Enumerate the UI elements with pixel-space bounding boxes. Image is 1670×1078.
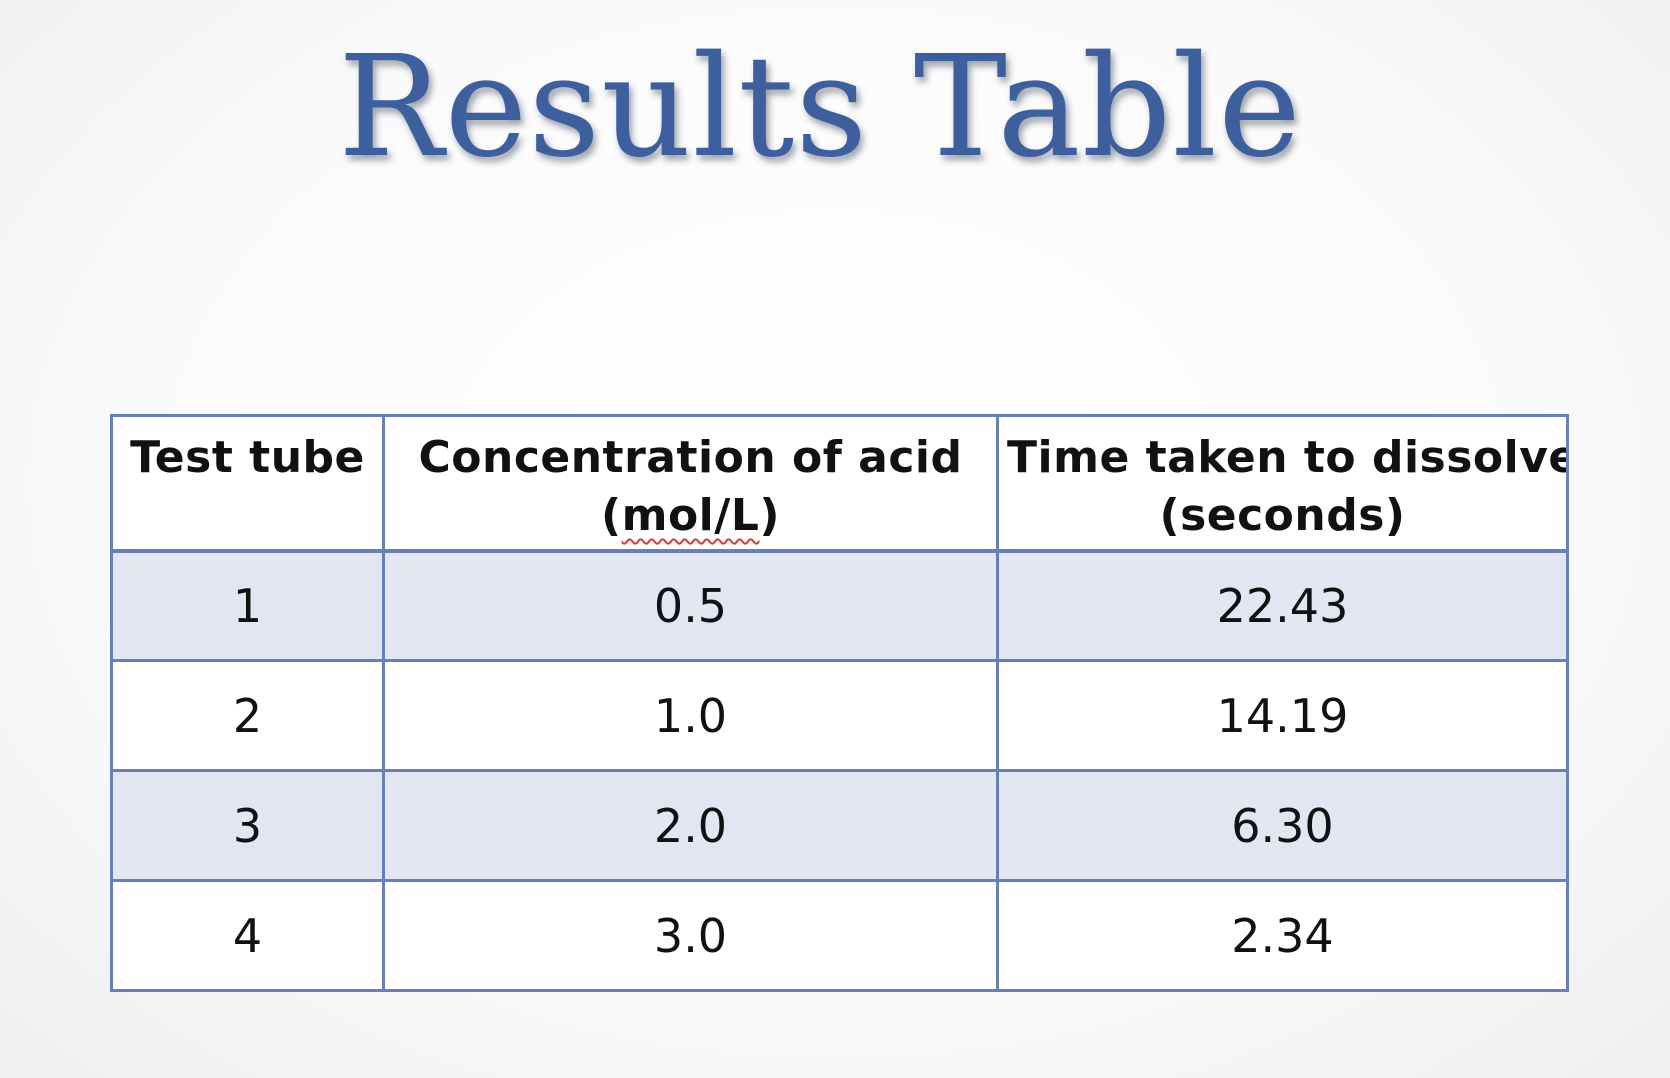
header-time: Time taken to dissolve (seconds) bbox=[996, 414, 1569, 553]
results-table: Test tube Concentration of acid (mol/L) … bbox=[110, 414, 1569, 992]
header-time-label: Time taken to dissolve bbox=[1007, 432, 1568, 483]
table-row: 4 3.0 2.34 bbox=[110, 879, 1569, 992]
unit-close-paren: ) bbox=[759, 490, 780, 541]
cell-concentration: 2.0 bbox=[382, 769, 999, 882]
header-concentration: Concentration of acid (mol/L) bbox=[382, 414, 999, 553]
cell-concentration: 3.0 bbox=[382, 879, 999, 992]
results-table-container: Test tube Concentration of acid (mol/L) … bbox=[110, 414, 1569, 992]
cell-test-tube: 4 bbox=[110, 879, 385, 992]
unit-open-paren: ( bbox=[601, 490, 622, 541]
cell-time: 2.34 bbox=[996, 879, 1569, 992]
header-row: Test tube Concentration of acid (mol/L) … bbox=[110, 414, 1569, 553]
header-test-tube: Test tube bbox=[110, 414, 385, 553]
table-header: Test tube Concentration of acid (mol/L) … bbox=[110, 414, 1569, 553]
cell-time: 6.30 bbox=[996, 769, 1569, 882]
cell-test-tube: 3 bbox=[110, 769, 385, 882]
cell-test-tube: 2 bbox=[110, 659, 385, 772]
cell-time: 14.19 bbox=[996, 659, 1569, 772]
header-test-tube-label: Test tube bbox=[130, 432, 365, 483]
table-body: 1 0.5 22.43 2 1.0 14.19 3 2.0 6.30 4 3.0… bbox=[110, 549, 1569, 992]
header-concentration-unit: (mol/L) bbox=[393, 487, 988, 545]
slide-title: Results Table bbox=[338, 26, 1302, 189]
header-time-unit: (seconds) bbox=[1159, 490, 1406, 541]
cell-concentration: 1.0 bbox=[382, 659, 999, 772]
cell-time: 22.43 bbox=[996, 549, 1569, 662]
table-row: 3 2.0 6.30 bbox=[110, 769, 1569, 882]
cell-test-tube: 1 bbox=[110, 549, 385, 662]
table-row: 1 0.5 22.43 bbox=[110, 549, 1569, 662]
unit-mol-per-litre: mol/L bbox=[621, 490, 760, 541]
table-row: 2 1.0 14.19 bbox=[110, 659, 1569, 772]
cell-concentration: 0.5 bbox=[382, 549, 999, 662]
header-concentration-label: Concentration of acid bbox=[418, 432, 963, 483]
